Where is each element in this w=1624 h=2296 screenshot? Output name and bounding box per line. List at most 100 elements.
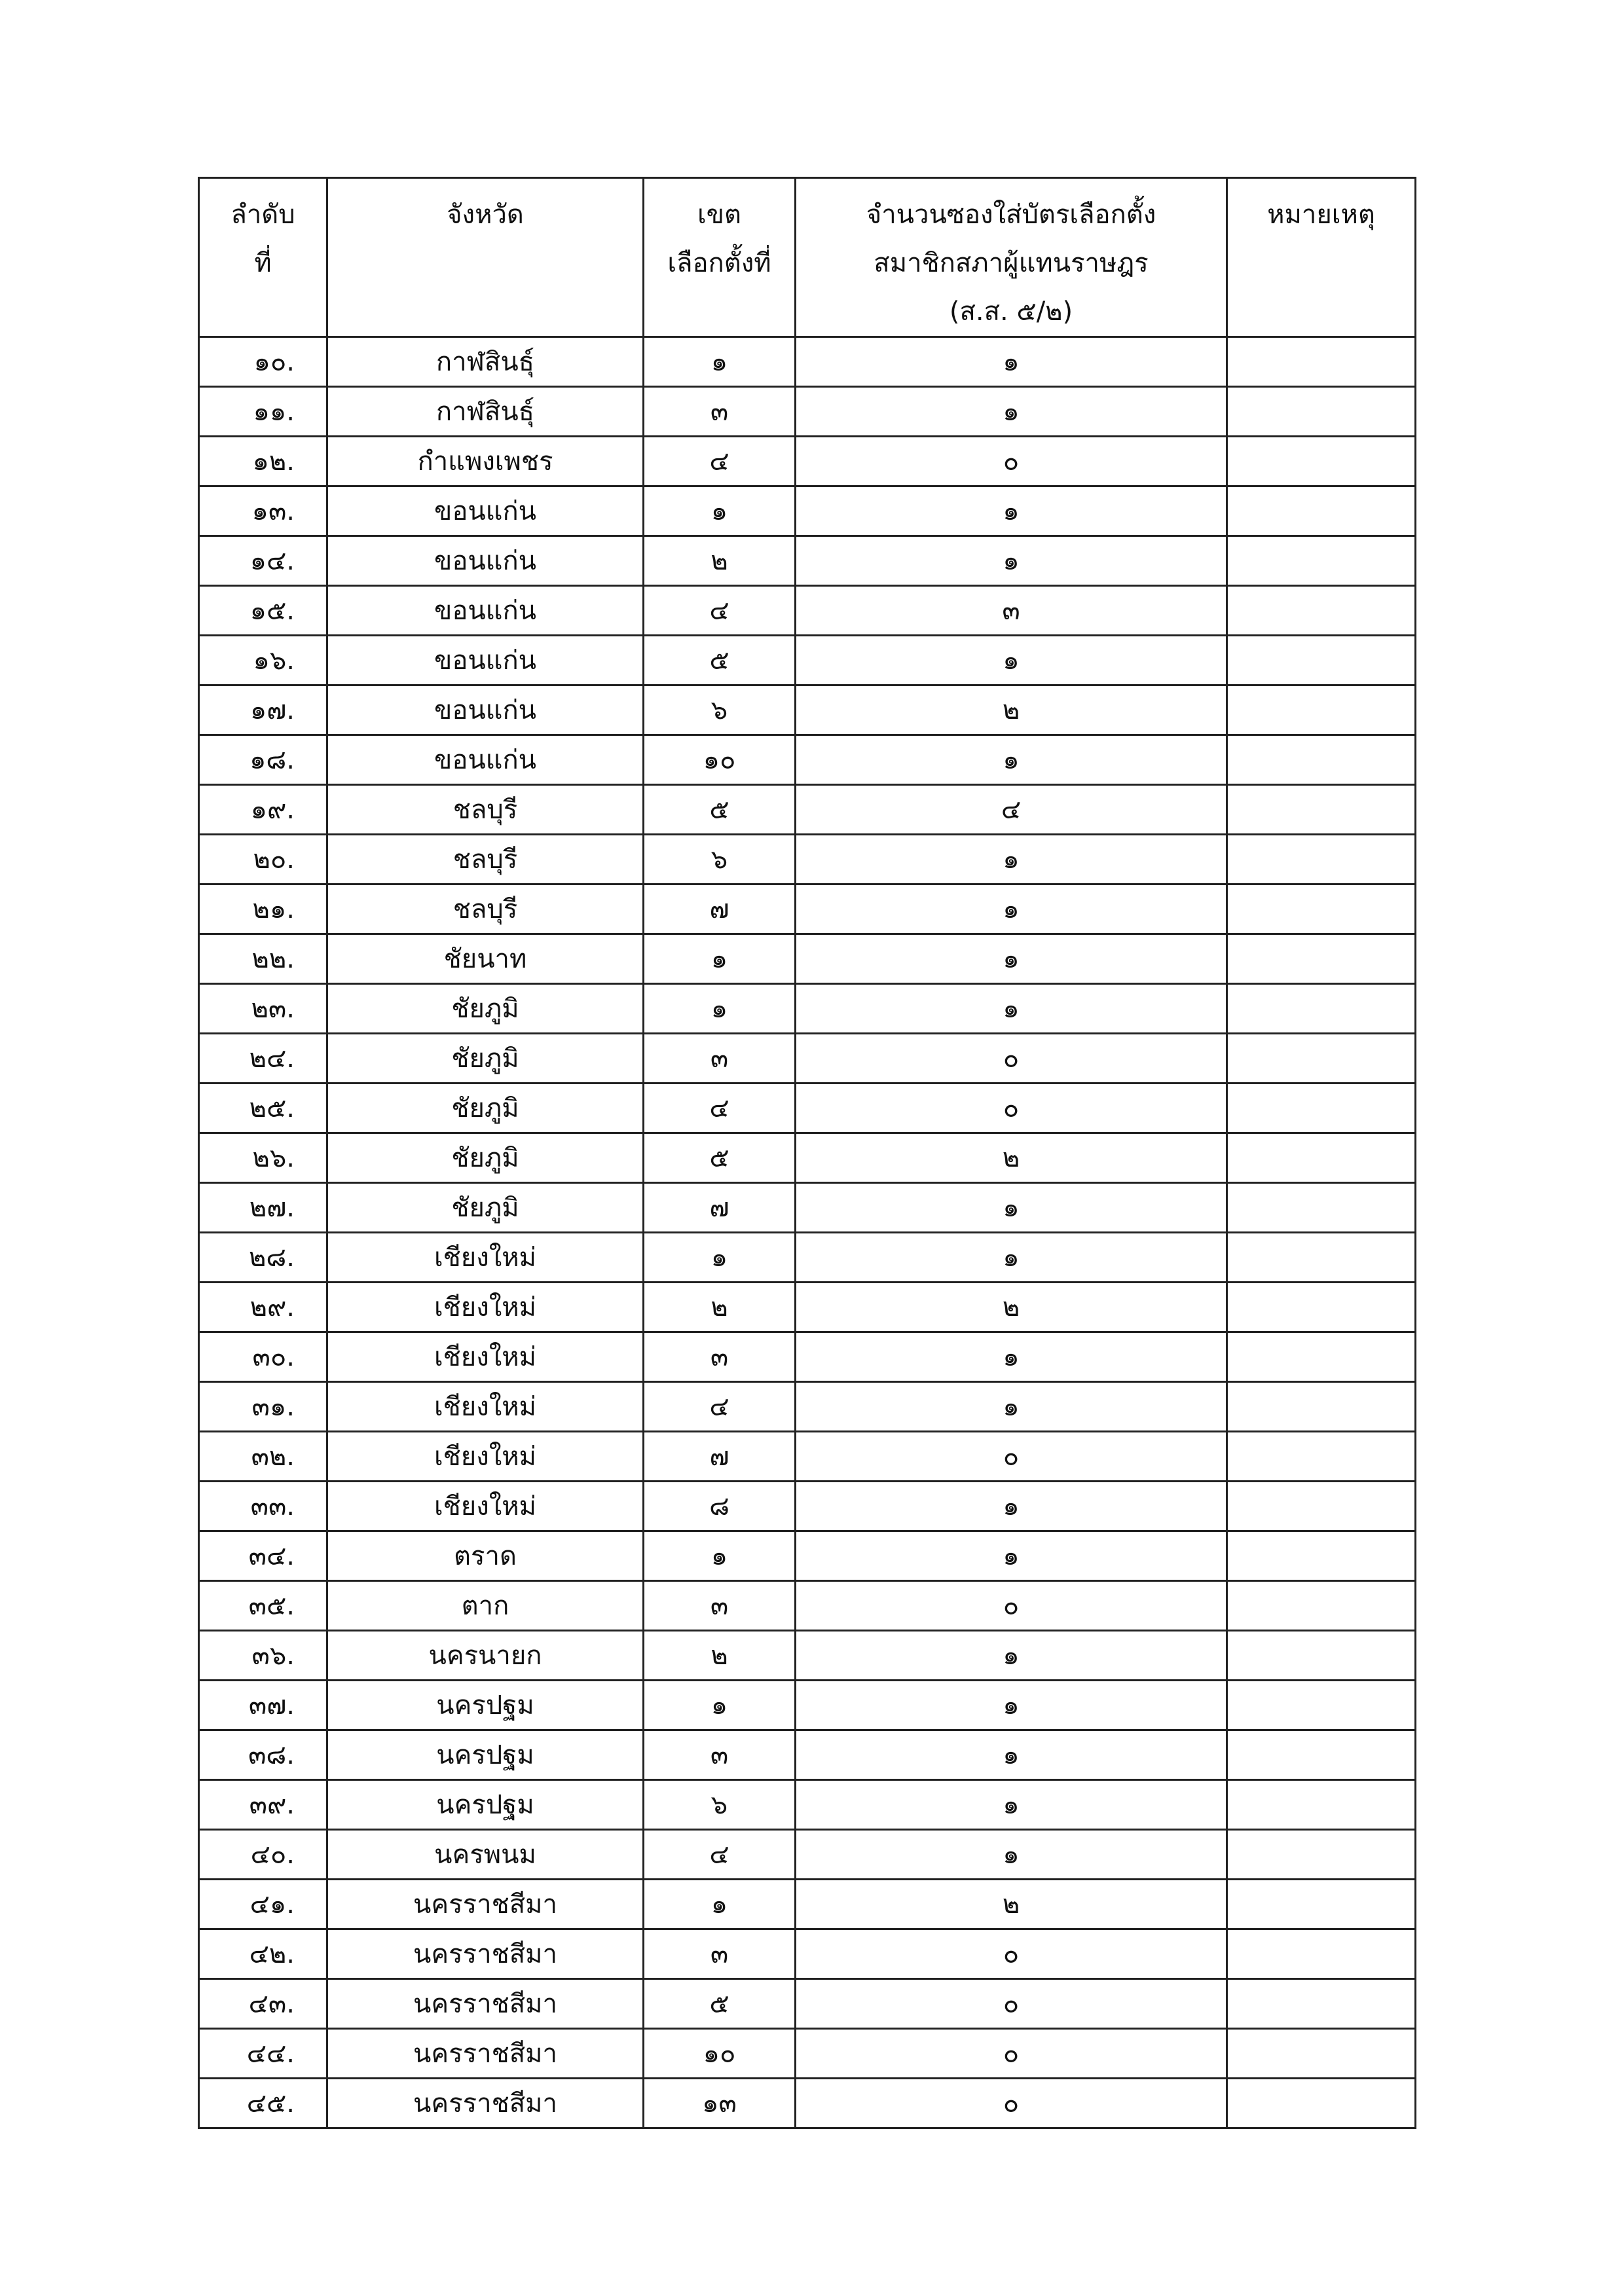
cell-no: ๓๔. [198, 1530, 328, 1582]
table-row: ๑๕. ขอนแก่น๔๓ [198, 585, 1416, 636]
cell-district: ๒ [642, 1281, 796, 1333]
cell-no: ๓๑. [198, 1381, 328, 1432]
cell-remark [1226, 634, 1416, 686]
cell-province: ขอนแก่น [326, 485, 644, 537]
cell-district: ๗ [642, 1182, 796, 1233]
cell-district: ๕ [642, 784, 796, 835]
table-row: ๔๑. นครราชสีมา๑๒ [198, 1878, 1416, 1930]
cell-district: ๕ [642, 1978, 796, 2030]
cell-province: เชียงใหม่ [326, 1231, 644, 1283]
cell-province: ชัยภูมิ [326, 1132, 644, 1184]
table-row: ๒๖. ชัยภูมิ๕๒ [198, 1132, 1416, 1184]
cell-envelopes: ๑ [794, 1829, 1228, 1880]
table-row: ๒๓. ชัยภูมิ๑๑ [198, 983, 1416, 1034]
cell-no: ๒๒. [198, 933, 328, 985]
cell-province: ตราด [326, 1530, 644, 1582]
cell-province: ขอนแก่น [326, 634, 644, 686]
cell-remark [1226, 1032, 1416, 1084]
cell-remark [1226, 734, 1416, 786]
cell-remark [1226, 1878, 1416, 1930]
cell-province: กำแพงเพชร [326, 435, 644, 487]
cell-district: ๑๐ [642, 734, 796, 786]
cell-no: ๓๖. [198, 1630, 328, 1681]
cell-district: ๑ [642, 485, 796, 537]
cell-no: ๑๗. [198, 684, 328, 736]
cell-province: เชียงใหม่ [326, 1430, 644, 1482]
cell-no: ๔๑. [198, 1878, 328, 1930]
cell-district: ๖ [642, 684, 796, 736]
cell-envelopes: ๑ [794, 485, 1228, 537]
cell-remark [1226, 1928, 1416, 1980]
cell-remark [1226, 1530, 1416, 1582]
cell-province: นครปฐม [326, 1729, 644, 1781]
header-row: ลำดับ ที่ จังหวัด เขต เลือกตั้งที่ จำนวนซอ… [198, 177, 1416, 338]
cell-envelopes: ๐ [794, 1928, 1228, 1980]
header-envelopes-line3: (ส.ส. ๕/๒) [949, 297, 1073, 327]
cell-district: ๑ [642, 933, 796, 985]
table-row: ๑๐. กาฬสินธุ์๑๑ [198, 336, 1416, 388]
cell-district: ๖ [642, 1779, 796, 1831]
cell-no: ๓๗. [198, 1679, 328, 1731]
cell-remark [1226, 833, 1416, 885]
cell-remark [1226, 1580, 1416, 1631]
cell-province: นครปฐม [326, 1679, 644, 1731]
cell-no: ๓๙. [198, 1779, 328, 1831]
cell-province: ชัยภูมิ [326, 1182, 644, 1233]
cell-no: ๑๘. [198, 734, 328, 786]
cell-province: ขอนแก่น [326, 535, 644, 587]
cell-remark [1226, 1381, 1416, 1432]
cell-envelopes: ๒ [794, 1132, 1228, 1184]
cell-envelopes: ๑ [794, 1331, 1228, 1383]
cell-province: เชียงใหม่ [326, 1381, 644, 1432]
cell-province: ตาก [326, 1580, 644, 1631]
cell-province: กาฬสินธุ์ [326, 386, 644, 437]
header-remark: หมายเหตุ [1226, 177, 1416, 338]
cell-envelopes: ๒ [794, 684, 1228, 736]
table-row: ๒๗. ชัยภูมิ๗๑ [198, 1182, 1416, 1233]
table-row: ๓๖. นครนายก๒๑ [198, 1630, 1416, 1681]
cell-remark [1226, 435, 1416, 487]
cell-district: ๗ [642, 883, 796, 935]
header-district: เขต เลือกตั้งที่ [642, 177, 796, 338]
cell-envelopes: ๑ [794, 1679, 1228, 1731]
table-row: ๔๓. นครราชสีมา๕๐ [198, 1978, 1416, 2030]
cell-remark [1226, 2028, 1416, 2079]
cell-no: ๔๐. [198, 1829, 328, 1880]
cell-no: ๓๘. [198, 1729, 328, 1781]
cell-envelopes: ๑ [794, 1630, 1228, 1681]
cell-province: ชัยภูมิ [326, 1082, 644, 1134]
cell-province: เชียงใหม่ [326, 1480, 644, 1532]
table-row: ๑๓. ขอนแก่น๑๑ [198, 485, 1416, 537]
cell-remark [1226, 684, 1416, 736]
cell-no: ๑๔. [198, 535, 328, 587]
cell-envelopes: ๑ [794, 634, 1228, 686]
cell-province: ชลบุรี [326, 883, 644, 935]
cell-province: ชัยนาท [326, 933, 644, 985]
header-district-line1: เขต [697, 200, 741, 230]
cell-envelopes: ๑ [794, 1480, 1228, 1532]
cell-envelopes: ๑ [794, 386, 1228, 437]
cell-no: ๑๒. [198, 435, 328, 487]
cell-province: นครราชสีมา [326, 1878, 644, 1930]
cell-envelopes: ๐ [794, 2028, 1228, 2079]
cell-no: ๑๕. [198, 585, 328, 636]
cell-district: ๒ [642, 1630, 796, 1681]
cell-remark [1226, 983, 1416, 1034]
cell-district: ๕ [642, 634, 796, 686]
cell-no: ๑๐. [198, 336, 328, 388]
table-row: ๔๒. นครราชสีมา๓๐ [198, 1928, 1416, 1980]
cell-province: ชัยภูมิ [326, 1032, 644, 1084]
cell-no: ๒๖. [198, 1132, 328, 1184]
table-row: ๓๐. เชียงใหม่๓๑ [198, 1331, 1416, 1383]
envelope-count-table: ลำดับ ที่ จังหวัด เขต เลือกตั้งที่ จำนวนซอ… [198, 177, 1416, 2129]
cell-envelopes: ๓ [794, 585, 1228, 636]
cell-remark [1226, 883, 1416, 935]
cell-envelopes: ๐ [794, 1580, 1228, 1631]
cell-remark [1226, 933, 1416, 985]
cell-no: ๒๔. [198, 1032, 328, 1084]
cell-district: ๓ [642, 1331, 796, 1383]
cell-no: ๒๓. [198, 983, 328, 1034]
cell-remark [1226, 585, 1416, 636]
table-row: ๓๘. นครปฐม๓๑ [198, 1729, 1416, 1781]
cell-remark [1226, 1480, 1416, 1532]
